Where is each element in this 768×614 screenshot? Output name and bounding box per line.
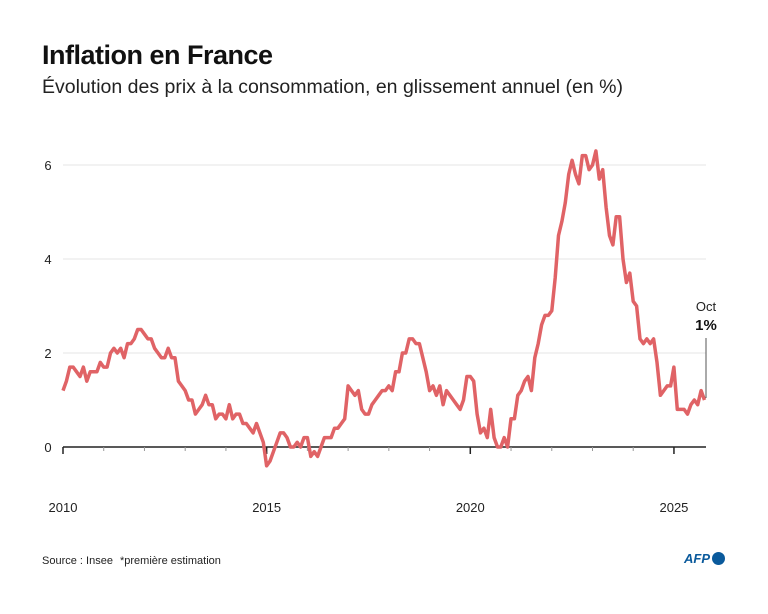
logo-dot-icon <box>712 552 725 565</box>
annotation-month: Oct <box>696 299 717 314</box>
y-tick-label: 4 <box>44 252 51 267</box>
chart-subtitle: Évolution des prix à la consommation, en… <box>42 76 623 98</box>
x-tick-label: 2010 <box>49 500 78 515</box>
footnote: *première estimation <box>120 555 221 567</box>
y-tick-label: 0 <box>44 440 51 455</box>
source-note: Source : Insee <box>42 555 113 567</box>
y-tick-label: 6 <box>44 158 51 173</box>
chart-title: Inflation en France <box>42 40 273 70</box>
annotation-value: 1% <box>695 317 717 334</box>
x-tick-label: 2020 <box>456 500 485 515</box>
afp-logo: AFP <box>684 551 725 566</box>
y-tick-label: 2 <box>44 346 51 361</box>
x-tick-label: 2015 <box>252 500 281 515</box>
inflation-series-line <box>61 149 707 468</box>
x-tick-label: 2025 <box>659 500 688 515</box>
logo-text: AFP <box>684 551 710 566</box>
